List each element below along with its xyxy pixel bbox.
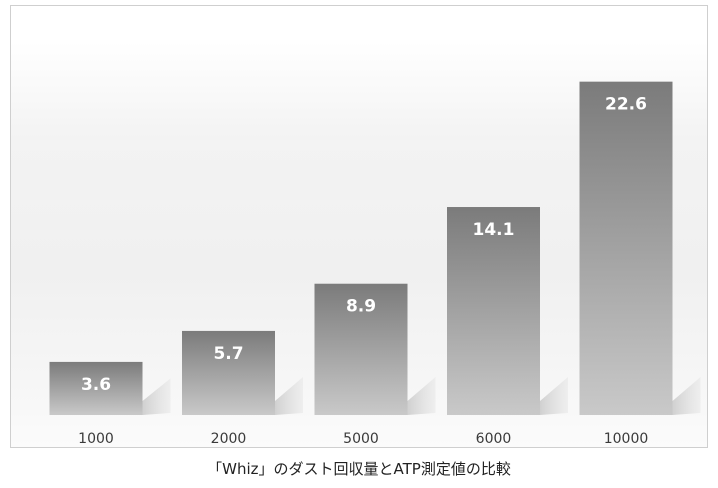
- bar-shadow: [275, 377, 303, 415]
- data-label: 5.7: [213, 344, 243, 364]
- bar-shadow: [672, 377, 701, 415]
- x-tick-label: 2000: [211, 431, 247, 447]
- x-tick-label: 10000: [604, 431, 649, 447]
- bar-10000: [579, 81, 673, 416]
- x-tick-label: 1000: [78, 431, 114, 447]
- bar-shadow: [142, 378, 171, 415]
- bar-6000: [447, 207, 540, 415]
- bar-1000: [49, 361, 143, 415]
- bar-shadow: [407, 377, 436, 415]
- bar-2000: [182, 330, 275, 415]
- data-label: 22.6: [605, 95, 647, 115]
- x-tick-label: 5000: [343, 431, 379, 447]
- chart-caption: 「Whiz」のダスト回収量とATP測定値の比較: [207, 460, 511, 478]
- data-label: 3.6: [81, 375, 111, 395]
- bar-shadow: [540, 377, 568, 415]
- x-tick-label: 6000: [476, 431, 512, 447]
- bar-chart: 3.6 5.7 8.9 14.1 22.6 1000 2000 5000 6000 10000: [49, 81, 701, 447]
- data-label: 14.1: [473, 220, 515, 240]
- data-label: 8.9: [346, 297, 376, 317]
- bar-5000: [314, 283, 408, 415]
